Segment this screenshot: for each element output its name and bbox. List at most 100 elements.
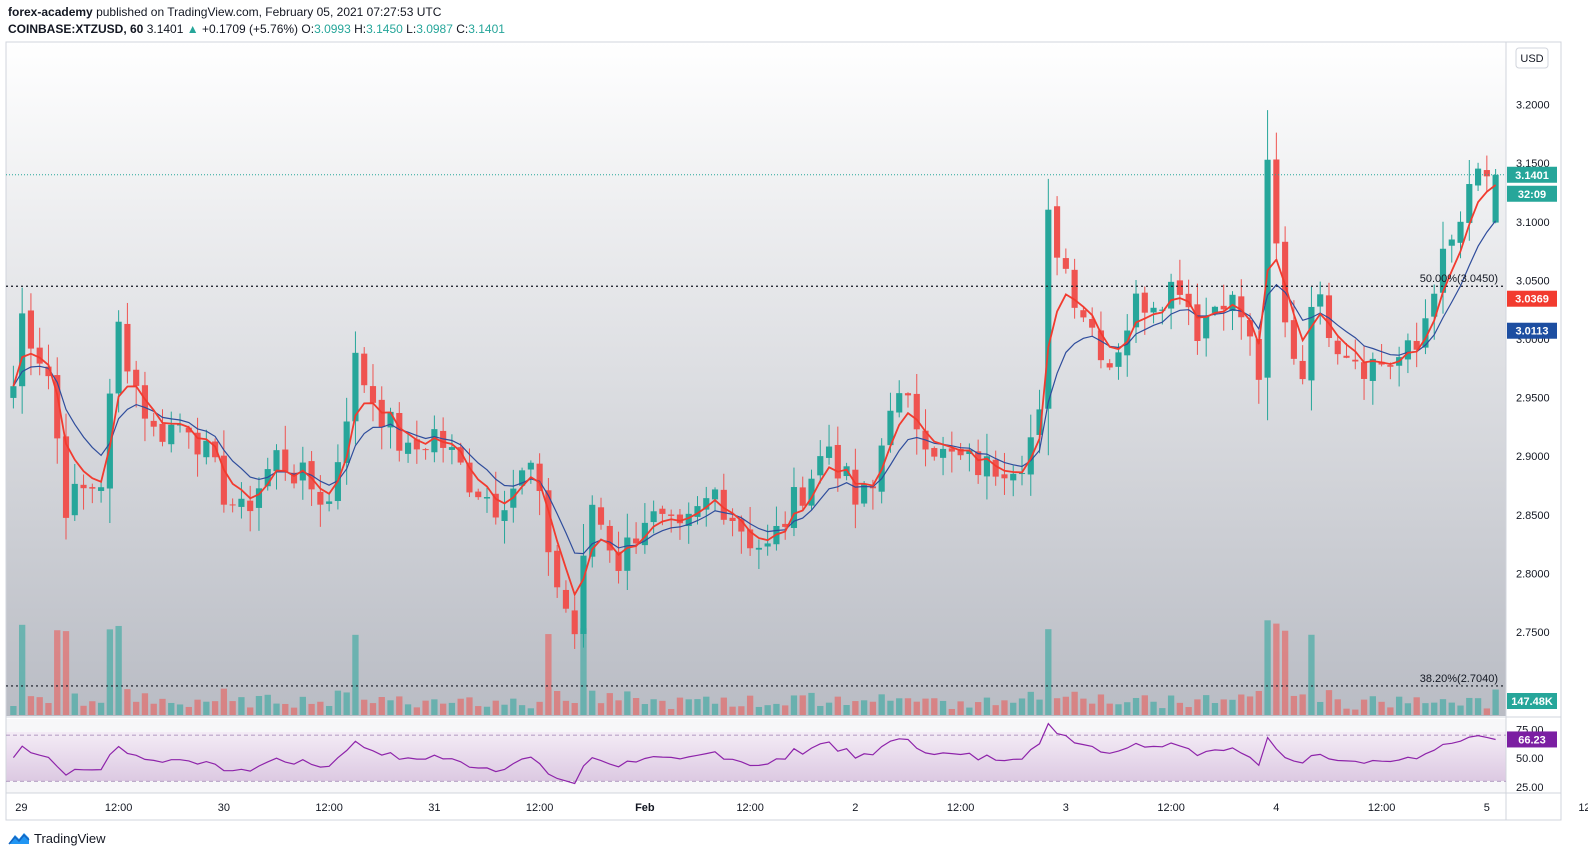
candle-body[interactable] bbox=[62, 436, 70, 518]
candle-body[interactable] bbox=[668, 514, 675, 516]
candle-body[interactable] bbox=[641, 522, 648, 546]
candle-body[interactable] bbox=[904, 393, 912, 396]
candle-body[interactable] bbox=[711, 489, 719, 500]
candle-body[interactable] bbox=[1106, 363, 1113, 368]
candle-body[interactable] bbox=[404, 442, 412, 454]
candle-body[interactable] bbox=[27, 310, 34, 349]
candle-body[interactable] bbox=[326, 501, 333, 504]
candle-body[interactable] bbox=[133, 369, 140, 386]
candle-body[interactable] bbox=[124, 323, 131, 372]
candle-body[interactable] bbox=[1325, 295, 1333, 339]
candle-body[interactable] bbox=[782, 523, 789, 527]
candle-body[interactable] bbox=[606, 525, 613, 551]
candle-body[interactable] bbox=[790, 487, 798, 528]
candle-body[interactable] bbox=[545, 490, 552, 553]
candle-body[interactable] bbox=[633, 538, 640, 544]
candle-body[interactable] bbox=[1054, 206, 1061, 258]
candle-body[interactable] bbox=[659, 508, 666, 514]
candle-body[interactable] bbox=[369, 386, 377, 403]
candle-body[interactable] bbox=[1343, 355, 1350, 358]
candle-body[interactable] bbox=[1229, 294, 1236, 312]
candle-body[interactable] bbox=[431, 429, 438, 453]
tradingview-logo[interactable]: TradingView bbox=[8, 830, 106, 846]
candle-body[interactable] bbox=[1089, 319, 1096, 328]
candle-body[interactable] bbox=[1150, 307, 1157, 313]
candle-body[interactable] bbox=[1080, 310, 1087, 318]
candle-body[interactable] bbox=[834, 444, 841, 479]
candle-body[interactable] bbox=[106, 393, 113, 489]
candle-body[interactable] bbox=[361, 353, 368, 386]
candle-body[interactable] bbox=[1264, 159, 1271, 378]
candle-body[interactable] bbox=[10, 386, 17, 398]
candle-body[interactable] bbox=[1492, 174, 1499, 223]
candle-body[interactable] bbox=[475, 491, 482, 498]
candle-body[interactable] bbox=[501, 510, 508, 521]
candle-body[interactable] bbox=[1352, 359, 1359, 362]
candle-body[interactable] bbox=[519, 470, 526, 486]
candle-body[interactable] bbox=[1203, 316, 1210, 339]
candle-body[interactable] bbox=[282, 449, 289, 472]
candle-body[interactable] bbox=[615, 551, 622, 571]
candle-body[interactable] bbox=[19, 313, 26, 387]
candle-body[interactable] bbox=[115, 321, 122, 394]
candle-body[interactable] bbox=[247, 500, 254, 512]
candle-body[interactable] bbox=[650, 511, 657, 523]
candle-body[interactable] bbox=[1010, 473, 1017, 481]
candle-body[interactable] bbox=[1413, 340, 1420, 350]
candle-body[interactable] bbox=[1448, 239, 1455, 246]
candle-body[interactable] bbox=[703, 498, 710, 510]
candle-body[interactable] bbox=[448, 447, 455, 450]
candle-body[interactable] bbox=[1360, 362, 1368, 379]
candle-body[interactable] bbox=[1466, 184, 1473, 223]
candle-body[interactable] bbox=[1045, 209, 1052, 409]
candle-body[interactable] bbox=[1334, 340, 1341, 355]
candle-body[interactable] bbox=[1115, 352, 1122, 367]
candle-body[interactable] bbox=[983, 456, 990, 477]
candle-body[interactable] bbox=[1387, 365, 1394, 367]
candle-body[interactable] bbox=[220, 455, 227, 505]
candle-body[interactable] bbox=[589, 504, 596, 557]
candle-body[interactable] bbox=[1431, 293, 1438, 317]
candle-body[interactable] bbox=[352, 352, 359, 422]
candle-body[interactable] bbox=[1194, 304, 1201, 342]
candle-body[interactable] bbox=[1299, 360, 1306, 380]
candle-body[interactable] bbox=[1308, 306, 1315, 381]
candle-body[interactable] bbox=[817, 456, 824, 476]
candle-body[interactable] bbox=[1141, 292, 1148, 313]
candle-body[interactable] bbox=[755, 547, 762, 550]
candle-body[interactable] bbox=[194, 432, 201, 455]
candle-body[interactable] bbox=[896, 393, 903, 413]
author-name[interactable]: forex-academy bbox=[8, 5, 93, 19]
candle-body[interactable] bbox=[255, 488, 263, 508]
candle-body[interactable] bbox=[98, 487, 105, 491]
candle-body[interactable] bbox=[764, 543, 771, 547]
candle-body[interactable] bbox=[168, 424, 175, 445]
candle-body[interactable] bbox=[1483, 170, 1490, 177]
candle-body[interactable] bbox=[1176, 280, 1183, 295]
candle-body[interactable] bbox=[1457, 221, 1464, 243]
candle-body[interactable] bbox=[825, 446, 833, 458]
candle-body[interactable] bbox=[387, 411, 394, 428]
candle-body[interactable] bbox=[36, 347, 43, 364]
candle-body[interactable] bbox=[957, 448, 964, 456]
candle-body[interactable] bbox=[720, 489, 727, 520]
candle-body[interactable] bbox=[466, 462, 473, 493]
candle-body[interactable] bbox=[273, 450, 280, 472]
candle-body[interactable] bbox=[1132, 293, 1140, 328]
candle-body[interactable] bbox=[1404, 340, 1411, 360]
candle-body[interactable] bbox=[1255, 339, 1262, 380]
candle-body[interactable] bbox=[975, 451, 982, 476]
candle-body[interactable] bbox=[1071, 269, 1078, 308]
candle-body[interactable] bbox=[685, 513, 692, 527]
candle-body[interactable] bbox=[290, 472, 298, 484]
candle-body[interactable] bbox=[176, 424, 184, 426]
candle-body[interactable] bbox=[694, 506, 701, 517]
currency-button[interactable] bbox=[1515, 47, 1549, 69]
candle-body[interactable] bbox=[527, 462, 534, 470]
candle-body[interactable] bbox=[931, 448, 938, 457]
candle-body[interactable] bbox=[1290, 320, 1297, 359]
candle-body[interactable] bbox=[1168, 281, 1175, 309]
candle-body[interactable] bbox=[747, 529, 754, 549]
candle-body[interactable] bbox=[1246, 320, 1254, 337]
candle-body[interactable] bbox=[238, 498, 245, 507]
